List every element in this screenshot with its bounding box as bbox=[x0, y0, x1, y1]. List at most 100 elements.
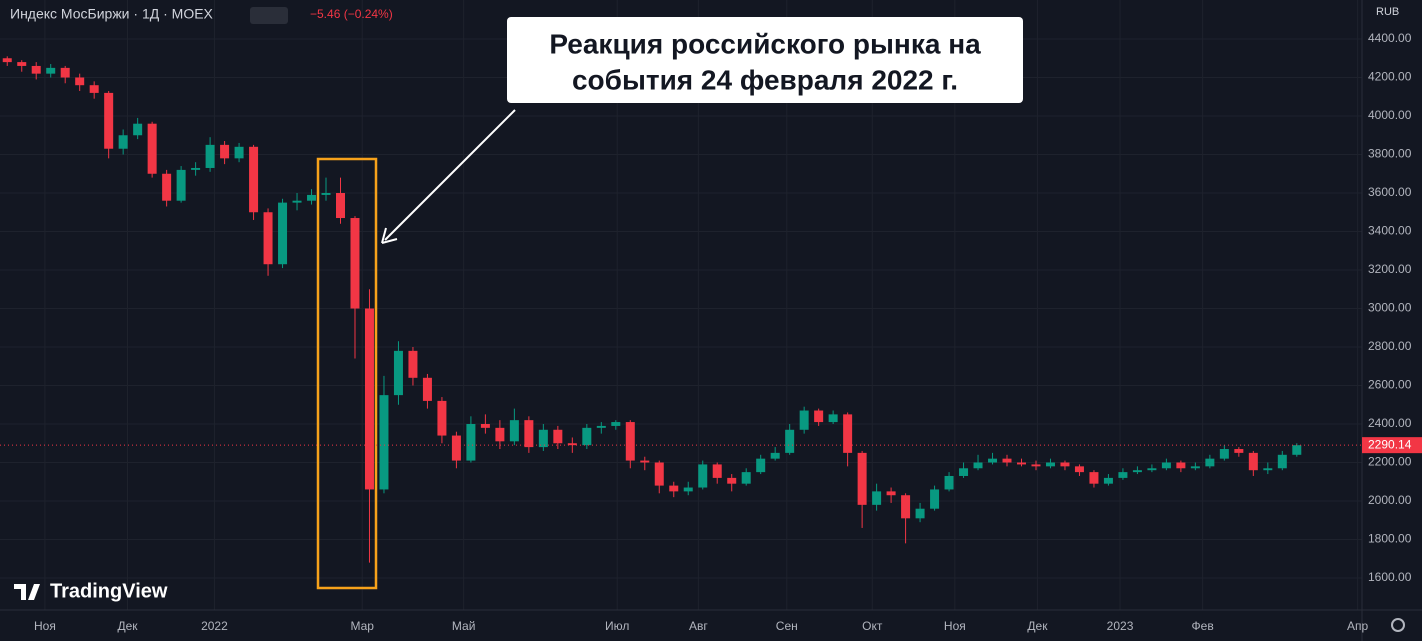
candle-body bbox=[133, 123, 143, 136]
x-tick-label: Июл bbox=[605, 619, 629, 633]
candle-body bbox=[1031, 464, 1041, 467]
annotation-box bbox=[507, 17, 1023, 103]
candle-body bbox=[654, 462, 664, 486]
x-tick-label: Мар bbox=[350, 619, 374, 633]
brand: TradingView bbox=[50, 580, 168, 602]
candle-body bbox=[379, 395, 389, 490]
settings-button[interactable] bbox=[1391, 618, 1405, 632]
candle-body bbox=[669, 485, 679, 492]
candle-body bbox=[422, 377, 432, 401]
candle-body bbox=[915, 508, 925, 519]
arrow-head bbox=[381, 227, 398, 244]
candle-body bbox=[625, 422, 635, 461]
candle-body bbox=[814, 410, 824, 423]
candle-body bbox=[1190, 466, 1200, 469]
candle-body bbox=[770, 452, 780, 459]
candle-body bbox=[683, 487, 693, 492]
candle-body bbox=[321, 193, 331, 195]
candle-body bbox=[46, 67, 56, 74]
symbol-title[interactable]: Индекс МосБиржи · 1Д · MOEX bbox=[10, 6, 214, 22]
candle-body bbox=[611, 422, 621, 426]
candle-body bbox=[437, 400, 447, 436]
candle-body bbox=[336, 193, 345, 219]
candle-body bbox=[292, 200, 302, 203]
candle-body bbox=[1292, 445, 1302, 455]
y-tick-label: 2600.00 bbox=[1368, 378, 1412, 392]
brand-logo bbox=[14, 584, 40, 600]
candle-body bbox=[205, 144, 215, 168]
candle-body bbox=[756, 458, 766, 473]
candle-body bbox=[799, 410, 809, 430]
candle-body bbox=[959, 468, 969, 476]
x-tick-label: Сен bbox=[776, 619, 798, 633]
candle-body bbox=[234, 146, 244, 159]
candle-body bbox=[741, 472, 751, 484]
candle-body bbox=[1147, 468, 1157, 471]
candle-body bbox=[698, 464, 708, 488]
candle-body bbox=[582, 427, 592, 446]
candle-body bbox=[1045, 462, 1055, 467]
candle-body bbox=[162, 173, 172, 201]
candle-body bbox=[1248, 452, 1258, 471]
y-tick-label: 4000.00 bbox=[1368, 108, 1412, 122]
candle-body bbox=[118, 135, 128, 149]
candle-body bbox=[249, 146, 259, 213]
candle-body bbox=[712, 464, 722, 478]
arrow-line bbox=[384, 109, 516, 241]
y-tick-label: 3800.00 bbox=[1368, 147, 1412, 161]
y-tick-label: 2200.00 bbox=[1368, 455, 1412, 469]
candle-body bbox=[727, 477, 737, 484]
candle-body bbox=[843, 414, 853, 453]
compare-toggle[interactable] bbox=[250, 7, 288, 24]
y-tick-label: 3000.00 bbox=[1368, 301, 1412, 315]
candle-body bbox=[1060, 462, 1070, 467]
candle-body bbox=[220, 144, 230, 159]
candle-body bbox=[988, 458, 998, 463]
candle-body bbox=[1132, 470, 1142, 473]
candle-body bbox=[191, 167, 201, 170]
candle-body bbox=[596, 425, 606, 428]
candle-body bbox=[1161, 462, 1171, 469]
y-tick-label: 4400.00 bbox=[1368, 31, 1412, 45]
x-tick-label: Дек bbox=[117, 619, 138, 633]
candle-body bbox=[872, 491, 882, 505]
last-price-label: 2290.14 bbox=[1368, 437, 1412, 451]
candle-body bbox=[408, 350, 418, 378]
candle-body bbox=[364, 308, 374, 490]
y-tick-label: 2400.00 bbox=[1368, 416, 1412, 430]
candle-body bbox=[1263, 468, 1273, 471]
candle-body bbox=[1234, 449, 1244, 453]
candle-body bbox=[538, 429, 548, 448]
candle-body bbox=[17, 62, 27, 66]
y-tick-label: 3200.00 bbox=[1368, 262, 1412, 276]
y-tick-label: 4200.00 bbox=[1368, 70, 1412, 84]
candle-body bbox=[857, 452, 867, 505]
candle-body bbox=[640, 460, 650, 463]
x-tick-label: 2023 bbox=[1107, 619, 1134, 633]
candle-body bbox=[524, 420, 534, 448]
candle-body bbox=[2, 58, 12, 63]
candle-body bbox=[147, 123, 157, 174]
candle-body bbox=[1277, 454, 1287, 469]
candle-body bbox=[567, 443, 577, 446]
candle-body bbox=[31, 65, 41, 74]
candle-body bbox=[1118, 472, 1128, 478]
candle-body bbox=[480, 424, 490, 428]
x-tick-label: Ноя bbox=[944, 619, 966, 633]
last-price-badge bbox=[1362, 437, 1422, 454]
candle-body bbox=[553, 429, 563, 444]
candle-body bbox=[1176, 462, 1186, 469]
candle-body bbox=[278, 202, 288, 265]
currency[interactable]: RUB bbox=[1376, 6, 1399, 18]
candle-body bbox=[973, 462, 983, 469]
x-tick-label: 2022 bbox=[201, 619, 228, 633]
candle-body bbox=[89, 85, 99, 93]
candle-body bbox=[350, 218, 360, 309]
candle-body bbox=[785, 429, 795, 453]
candle-body bbox=[828, 414, 838, 423]
y-tick-label: 3600.00 bbox=[1368, 185, 1412, 199]
y-tick-label: 1600.00 bbox=[1368, 570, 1412, 584]
candle-body bbox=[901, 495, 911, 519]
candle-body bbox=[944, 475, 954, 490]
